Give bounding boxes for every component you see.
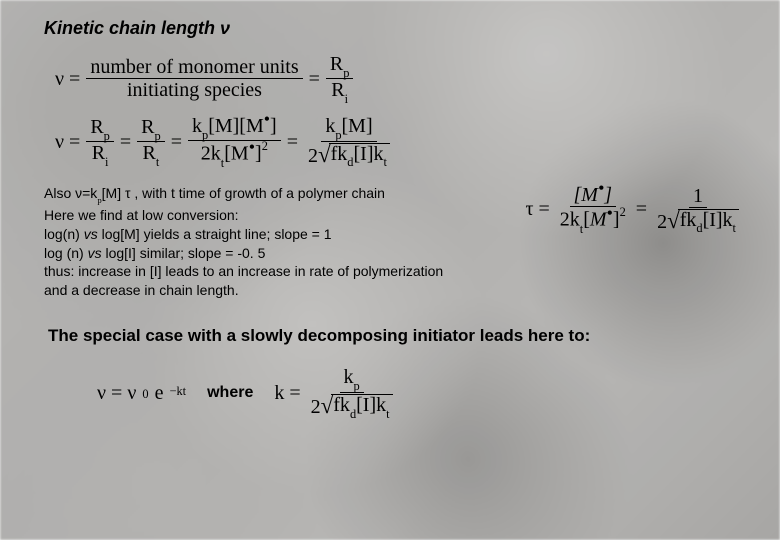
eq1-frac-words-num: number of monomer units — [86, 56, 302, 79]
body-line-6: and a decrease in chain length. — [44, 281, 443, 300]
body-line-2: Here we find at low conversion: — [44, 206, 443, 225]
slide-content: Kinetic chain length ν ν = number of mon… — [0, 0, 780, 540]
equation-nu-decay: ν = ν0e−kt — [94, 383, 189, 403]
eq1-frac-words-den: initiating species — [123, 79, 266, 101]
k-frac: kp 2fkd[I]kt — [307, 366, 397, 419]
tau-frac1: [M•] 2kt[M•]2 — [556, 184, 630, 234]
body-text-block: Also ν=kp[M] τ , with t time of growth o… — [44, 184, 443, 300]
body-line-5: thus: increase in [I] leads to an increa… — [44, 262, 443, 281]
eq1-equals: = — [309, 69, 320, 89]
eq2-term4: kp[M] 2fkd[I]kt — [304, 115, 394, 168]
body-line-1: Also ν=kp[M] τ , with t time of growth o… — [44, 184, 443, 206]
eq2-term3: kp[M][M•] 2kt[M•]2 — [188, 115, 281, 168]
tau-frac2: 1 2fkd[I]kt — [653, 185, 743, 234]
body-and-tau-row: Also ν=kp[M] τ , with t time of growth o… — [44, 178, 746, 300]
body-line-3: log(n) vs log[M] yields a straight line;… — [44, 225, 443, 244]
equation-nu-definition: ν = number of monomer units initiating s… — [52, 53, 746, 105]
where-label: where — [207, 384, 253, 402]
special-case-heading: The special case with a slowly decomposi… — [48, 326, 746, 346]
equation-tau: τ = [M•] 2kt[M•]2 = 1 2fkd[I]kt — [522, 174, 746, 244]
tau-lhs: τ = — [525, 199, 549, 219]
final-equation-row: ν = ν0e−kt where k = kp 2fkd[I]kt — [94, 356, 746, 429]
eq1-frac-words: number of monomer units initiating speci… — [86, 56, 302, 101]
eq2-term1: Rp Ri — [86, 116, 114, 168]
body-line-4: log (n) vs log[I] similar; slope = -0. 5 — [44, 244, 443, 263]
eq1-frac-rp-ri: Rp Ri — [326, 53, 354, 105]
eq2-term2: Rp Rt — [137, 116, 165, 168]
slide-title: Kinetic chain length ν — [44, 18, 746, 39]
equation-nu-expansion: ν = Rp Ri = Rp Rt = kp[M][M•] 2kt[M•]2 = — [52, 115, 746, 168]
eq1-lhs: ν = — [55, 69, 80, 89]
equation-k-definition: k = kp 2fkd[I]kt — [271, 366, 399, 419]
eq2-lhs: ν = — [55, 132, 80, 152]
